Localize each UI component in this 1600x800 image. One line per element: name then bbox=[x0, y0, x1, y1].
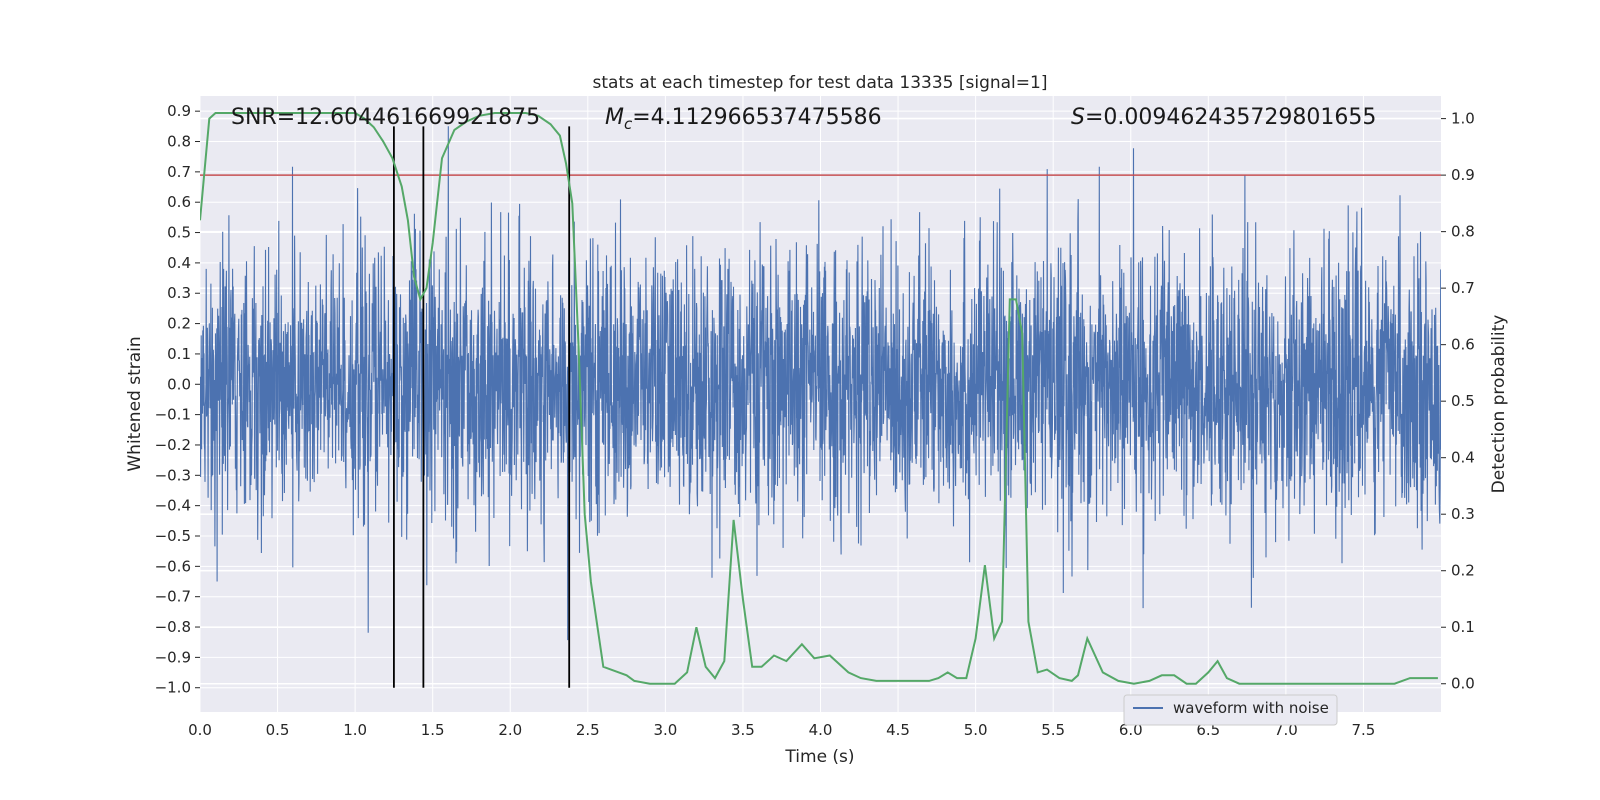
y-right-tick-label: 0.6 bbox=[1451, 336, 1475, 354]
x-tick-label: 7.5 bbox=[1352, 721, 1376, 739]
y-right-axis-ticks: 1.0 0.9 0.8 0.7 0.6 0.5 0.4 0.3 0.2 0.1 0.0 bbox=[1441, 110, 1475, 693]
x-tick-label: 3.0 bbox=[653, 721, 677, 739]
detection-probability-line bbox=[200, 112, 1438, 685]
y-left-tick-label: −0.7 bbox=[155, 588, 191, 606]
s-value: =0.009462435729801655 bbox=[1085, 105, 1376, 130]
s-symbol: S bbox=[1071, 105, 1085, 130]
y-left-tick-label: −0.3 bbox=[155, 466, 191, 484]
y-left-tick-label: −0.9 bbox=[155, 648, 191, 666]
s-annotation: S=0.009462435729801655 bbox=[1071, 105, 1376, 130]
y-right-tick-label: 0.2 bbox=[1451, 562, 1475, 580]
x-axis-label: Time (s) bbox=[784, 747, 854, 767]
x-tick-label: 2.0 bbox=[498, 721, 522, 739]
chart-title: stats at each timestep for test data 133… bbox=[593, 73, 1048, 93]
y-left-tick-label: −0.4 bbox=[155, 497, 191, 515]
waveform-line bbox=[200, 126, 1441, 641]
y-right-tick-label: 0.1 bbox=[1451, 618, 1475, 636]
x-tick-label: 4.0 bbox=[809, 721, 833, 739]
y-left-tick-label: 0.7 bbox=[167, 163, 191, 181]
y-right-axis-label: Detection probability bbox=[1489, 315, 1509, 494]
chirp-mass-symbol: M bbox=[605, 105, 624, 130]
y-left-tick-label: 0.2 bbox=[167, 315, 191, 333]
x-tick-label: 4.5 bbox=[886, 721, 910, 739]
chirp-mass-subscript: c bbox=[624, 115, 633, 133]
y-left-tick-label: −0.5 bbox=[155, 527, 191, 545]
y-left-tick-label: 0.6 bbox=[167, 193, 191, 211]
x-tick-label: 2.5 bbox=[576, 721, 600, 739]
y-left-tick-label: 0.3 bbox=[167, 284, 191, 302]
x-tick-label: 1.5 bbox=[421, 721, 445, 739]
waveform-series bbox=[200, 126, 1441, 641]
legend-box bbox=[1123, 694, 1338, 726]
overlays bbox=[200, 112, 1441, 688]
y-left-tick-label: 0.9 bbox=[167, 102, 191, 120]
x-tick-label: 5.5 bbox=[1041, 721, 1065, 739]
y-left-tick-label: 0.8 bbox=[167, 133, 191, 151]
y-right-tick-label: 0.9 bbox=[1451, 166, 1475, 184]
y-left-axis-label: Whitened strain bbox=[125, 336, 145, 471]
y-left-tick-label: −0.2 bbox=[155, 436, 191, 454]
legend: waveform with noise bbox=[1123, 694, 1338, 726]
y-left-tick-label: 0.1 bbox=[167, 345, 191, 363]
x-tick-label: 1.0 bbox=[343, 721, 367, 739]
y-right-tick-label: 0.4 bbox=[1451, 449, 1475, 467]
x-tick-label: 0.5 bbox=[266, 721, 290, 739]
x-tick-label: 0.0 bbox=[188, 721, 212, 739]
y-right-tick-label: 0.0 bbox=[1451, 675, 1475, 693]
y-left-tick-label: −0.8 bbox=[155, 618, 191, 636]
chirp-mass-annotation: Mc=4.112966537475586 bbox=[605, 105, 882, 133]
y-right-tick-label: 0.7 bbox=[1451, 279, 1475, 297]
x-tick-label: 5.0 bbox=[964, 721, 988, 739]
y-left-tick-label: −0.1 bbox=[155, 406, 191, 424]
y-right-tick-label: 0.3 bbox=[1451, 505, 1475, 523]
y-right-tick-label: 0.8 bbox=[1451, 223, 1475, 241]
y-left-tick-label: 0.5 bbox=[167, 224, 191, 242]
y-right-tick-label: 1.0 bbox=[1451, 110, 1475, 128]
y-left-axis-ticks: 0.9 0.8 0.7 0.6 0.5 0.4 0.3 0.2 0.1 0.0 −0.1 −0.2 −0… bbox=[155, 102, 200, 697]
snr-annotation: SNR=12.604461669921875 bbox=[231, 105, 540, 130]
y-left-tick-label: −1.0 bbox=[155, 679, 191, 697]
legend-label-waveform: waveform with noise bbox=[1173, 699, 1329, 717]
x-tick-label: 3.5 bbox=[731, 721, 755, 739]
y-right-tick-label: 0.5 bbox=[1451, 392, 1475, 410]
chirp-mass-value: =4.112966537475586 bbox=[632, 105, 881, 130]
y-left-tick-label: 0.4 bbox=[167, 254, 191, 272]
y-left-tick-label: −0.6 bbox=[155, 557, 191, 575]
y-left-tick-label: 0.0 bbox=[167, 375, 191, 393]
